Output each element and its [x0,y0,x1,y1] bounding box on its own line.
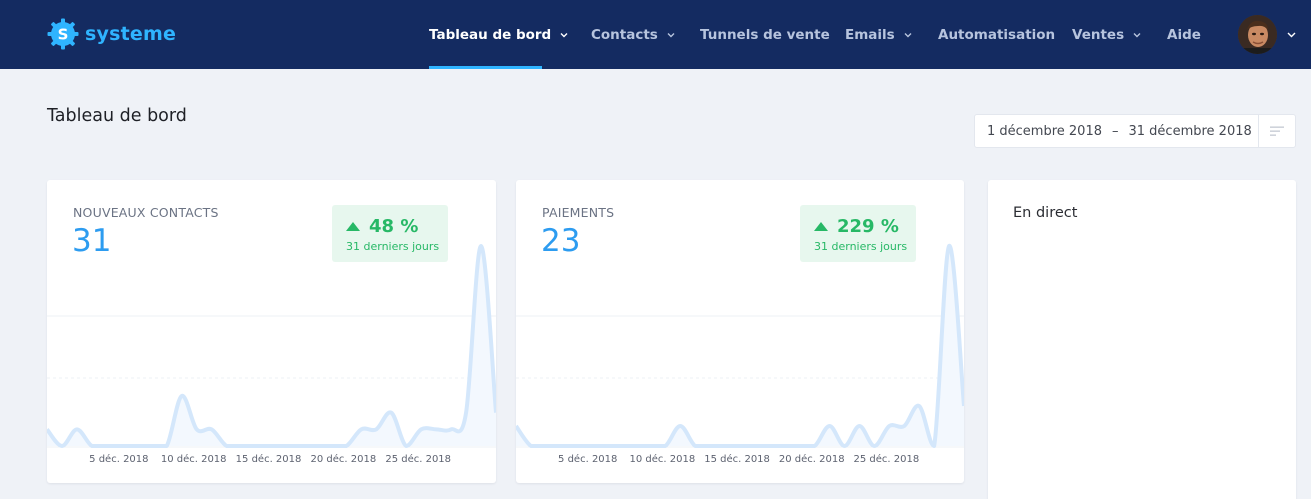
triangle-up-icon [814,222,828,231]
payments-chart: 5 déc. 2018 10 déc. 2018 15 déc. 2018 20 dé… [516,243,964,465]
card-label: PAIEMENTS [542,205,615,220]
date-range-text[interactable]: 1 décembre 2018–31 décembre 2018 [975,124,1258,139]
card-label: NOUVEAUX CONTACTS [73,205,219,220]
x-tick-label: 25 déc. 2018 [854,453,920,465]
nav-item-label: Ventes [1072,26,1125,43]
date-range-picker[interactable]: 1 décembre 2018–31 décembre 2018 [974,114,1296,148]
page-title: Tableau de bord [47,106,187,126]
date-range-end: 31 décembre 2018 [1128,123,1252,139]
user-photo-icon [1238,15,1277,54]
chart-area [516,245,964,446]
date-filter-button[interactable] [1258,114,1295,148]
change-value: 48 % [369,216,419,237]
change-badge: 48 % 31 derniers jours [332,205,448,262]
triangle-up-icon [346,222,360,231]
nav-item-emails[interactable]: Emails [845,0,912,69]
nav-item-label: Contacts [591,26,658,43]
nav-item-contacts[interactable]: Contacts [591,0,675,69]
nav-item-label: Automatisation [938,26,1056,43]
x-tick-label: 5 déc. 2018 [89,453,148,465]
logo[interactable]: S systeme [47,17,176,51]
filter-lines-icon [1270,126,1285,136]
chart-series-line[interactable] [47,244,496,448]
x-tick-label: 10 déc. 2018 [630,453,696,465]
chevron-down-icon [667,32,675,37]
nav-item-label: Emails [845,26,895,43]
change-period: 31 derniers jours [814,240,908,253]
x-tick-label: 15 déc. 2018 [236,453,302,465]
systeme-logo-icon: S [47,18,79,50]
chevron-down-icon [904,32,912,37]
live-card-title: En direct [1013,205,1078,221]
card-value: 31 [72,223,112,259]
x-tick-label: 20 déc. 2018 [311,453,377,465]
card-value: 23 [541,223,581,259]
avatar[interactable] [1238,15,1277,54]
payments-card: 5 déc. 2018 10 déc. 2018 15 déc. 2018 20 dé… [516,180,964,483]
x-tick-label: 10 déc. 2018 [161,453,227,465]
date-range-separator: – [1112,123,1119,139]
nav-item-ventes[interactable]: Ventes [1072,0,1141,69]
x-tick-label: 5 déc. 2018 [558,453,617,465]
change-value: 229 % [837,216,899,237]
date-range-start: 1 décembre 2018 [987,123,1102,139]
chart-series-line[interactable] [516,243,964,448]
x-tick-label: 25 déc. 2018 [385,453,451,465]
new-contacts-card: 5 déc. 2018 10 déc. 2018 15 déc. 2018 20 dé… [47,180,496,483]
nav-item-aide[interactable]: Aide [1167,0,1201,69]
chevron-down-icon [560,32,568,37]
x-tick-label: 15 déc. 2018 [704,453,770,465]
nav-item-automatisation[interactable]: Automatisation [938,0,1055,69]
change-badge: 229 % 31 derniers jours [800,205,916,262]
x-tick-label: 20 déc. 2018 [779,453,845,465]
nav-item-tunnels-de-vente[interactable]: Tunnels de vente [700,0,830,69]
nav-item-tableau-de-bord[interactable]: Tableau de bord [429,0,568,69]
active-nav-indicator [429,66,542,69]
change-period: 31 derniers jours [346,240,440,253]
live-card: En direct [988,180,1296,499]
chart-area [47,246,496,446]
logo-text: systeme [85,23,177,45]
top-navigation-bar: S systeme Tableau de bord Contacts Tunne… [0,0,1311,69]
nav-item-label: Tableau de bord [429,26,552,43]
chevron-down-icon [1133,32,1141,37]
svg-text:S: S [58,26,69,44]
nav-item-label: Aide [1167,26,1201,43]
new-contacts-chart: 5 déc. 2018 10 déc. 2018 15 déc. 2018 20 dé… [47,244,496,465]
nav-item-label: Tunnels de vente [700,26,830,43]
user-menu-chevron-down-icon[interactable] [1287,30,1296,39]
